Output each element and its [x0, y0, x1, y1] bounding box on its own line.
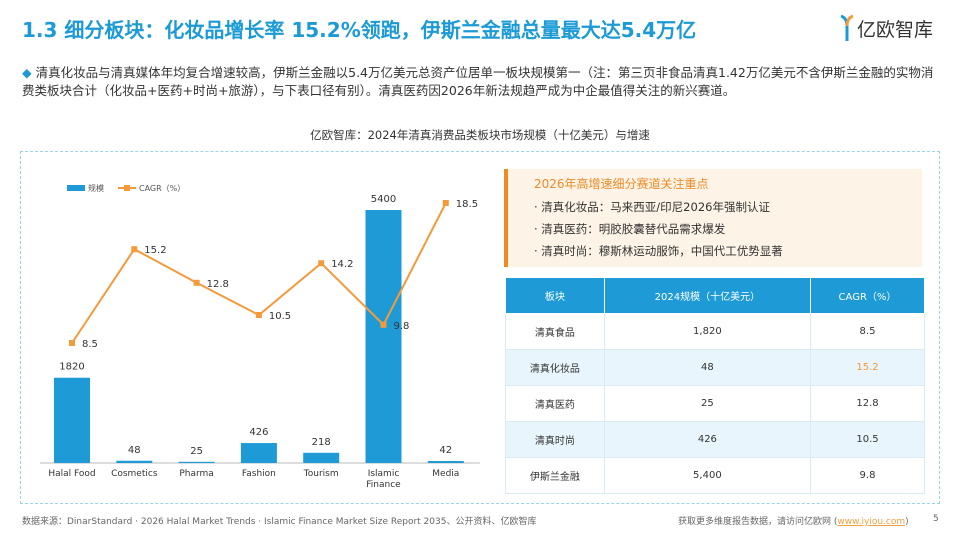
legend-label: 规模 [88, 183, 104, 193]
logo-mark-icon [840, 14, 854, 41]
x-tick-label: Finance [366, 480, 401, 490]
x-tick-label: Tourism [303, 469, 339, 479]
description: ◆ 清真化妆品与清真媒体年均复合增速较高，伊斯兰金融以5.4万亿美元总资产位居单一… [22, 64, 942, 100]
cagr-point [193, 279, 200, 286]
bar-label: 1820 [59, 362, 84, 373]
table-header: 板块 [505, 277, 605, 314]
table-header: CAGR（%） [809, 277, 926, 314]
note-item: · 清真医药：明胶胶囊替代品需求爆发 [534, 222, 726, 236]
table-cell: 426 [603, 421, 811, 458]
table-cell: 10.5 [809, 421, 926, 458]
bar-label: 42 [439, 445, 452, 456]
cagr-point [380, 321, 387, 328]
bar-label: 218 [312, 437, 331, 448]
cagr-label: 15.2 [144, 245, 166, 256]
table-cell: 清真食品 [505, 313, 605, 350]
bar [178, 461, 215, 463]
bar [240, 443, 277, 463]
cagr-label: 8.5 [82, 339, 98, 350]
bar-label: 48 [128, 445, 141, 456]
page-title: 1.3 细分板块：化妆品增长率 15.2%领跑，伊斯兰金融总量最大达5.4万亿 [22, 18, 697, 42]
focus-note: 2026年高增速细分赛道关注重点 · 清真化妆品：马来西亚/印尼2026年强制认… [504, 169, 922, 267]
legend-bar-swatch [67, 185, 85, 191]
cagr-point [255, 312, 262, 318]
bar-label: 25 [190, 446, 203, 457]
legend-label: CAGR（%） [139, 184, 185, 193]
x-tick-label: Fashion [242, 469, 276, 479]
bar-label: 426 [249, 427, 268, 438]
chart-frame [20, 151, 940, 504]
cagr-point [69, 340, 75, 346]
bar [427, 461, 464, 463]
table-cell: 清真时尚 [505, 421, 605, 458]
more-text-end: ) [905, 517, 909, 527]
description-text: 清真化妆品与清真媒体年均复合增速较高，伊斯兰金融以5.4万亿美元总资产位居单一板… [22, 65, 934, 98]
data-table: 板块 2024规模（十亿美元） CAGR（%） 清真食品 1,820 8.5 清真化妆… [505, 277, 926, 494]
bar-label: 5400 [371, 194, 396, 205]
table-cell: 48 [603, 349, 811, 386]
table-cell: 5,400 [603, 457, 811, 494]
cagr-point [442, 200, 449, 206]
cagr-point [318, 260, 325, 267]
x-tick-label: Pharma [179, 469, 213, 479]
table-row: 清真化妆品 48 15.2 [505, 349, 926, 386]
bar [303, 452, 340, 463]
table-row: 伊斯兰金融 5,400 9.8 [505, 457, 926, 494]
table-cell: 15.2 [809, 349, 926, 386]
diamond-icon: ◆ [22, 65, 32, 80]
table-cell: 伊斯兰金融 [505, 457, 605, 494]
note-item: · 清真时尚：穆斯林运动服饰，中国代工优势显著 [534, 244, 783, 258]
bar [116, 460, 153, 463]
cagr-label: 12.8 [207, 279, 229, 290]
table-row: 清真医药 25 12.8 [505, 385, 926, 422]
table-cell: 1,820 [603, 313, 811, 350]
x-tick-label: Cosmetics [111, 469, 158, 479]
table-cell: 12.8 [809, 385, 926, 422]
website-link[interactable]: www.iyiou.com [837, 517, 906, 527]
x-tick-label: Halal Food [48, 469, 95, 479]
page-number: 5 [933, 514, 939, 524]
cagr-label: 18.5 [456, 199, 478, 210]
more-text: 获取更多维度报告数据，请访问亿欧网 ( [678, 517, 838, 527]
logo-text: 亿欧智库 [857, 18, 934, 41]
note-heading: 2026年高增速细分赛道关注重点 [534, 177, 709, 191]
table-cell: 9.8 [809, 457, 926, 494]
chart-title: 亿欧智库：2024年清真消费品类板块市场规模（十亿美元）与增速 [310, 128, 650, 142]
cagr-label: 14.2 [331, 259, 353, 270]
table-cell: 25 [603, 385, 811, 422]
note-item: · 清真化妆品：马来西亚/印尼2026年强制认证 [534, 200, 770, 214]
cagr-label: 9.8 [394, 321, 410, 332]
logo: 亿欧智库 [840, 14, 933, 42]
table-cell: 8.5 [809, 313, 926, 350]
table-header: 2024规模（十亿美元） [603, 277, 811, 314]
cagr-point [131, 246, 138, 253]
bar [365, 210, 402, 463]
source-note: 数据来源：DinarStandard · 2026 Halal Market T… [22, 517, 537, 527]
legend-line-marker [124, 185, 130, 191]
table-cell: 清真化妆品 [505, 349, 605, 386]
table-row: 清真食品 1,820 8.5 [505, 313, 926, 350]
table-row: 清真时尚 426 10.5 [505, 421, 926, 458]
x-tick-label: Islamic [368, 469, 400, 479]
table-cell: 清真医药 [505, 385, 605, 422]
x-tick-label: Media [432, 469, 459, 479]
more-info: 获取更多维度报告数据，请访问亿欧网 (www.iyiou.com) [678, 514, 909, 527]
cagr-label: 10.5 [269, 311, 291, 322]
bar [54, 377, 90, 463]
